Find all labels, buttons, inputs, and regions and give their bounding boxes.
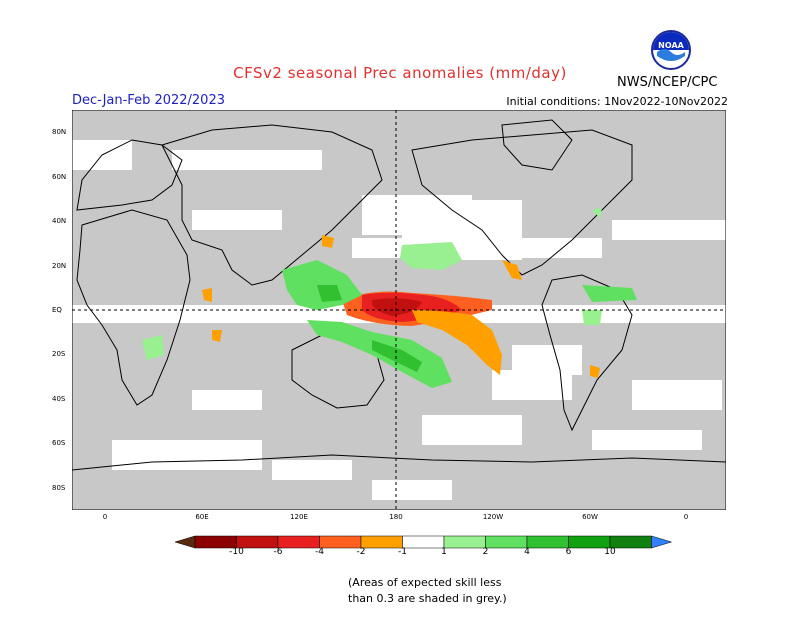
legend-tick-label: 1 (441, 547, 447, 557)
logo-text: NOAA (658, 41, 684, 50)
skill-note-line2: than 0.3 are shaded in grey.) (348, 592, 507, 605)
asia-coast (161, 124, 383, 286)
lat-label-60n: 60N (52, 173, 67, 181)
organization-label: NWS/NCEP/CPC (617, 75, 718, 90)
legend-tick-label: 6 (565, 547, 572, 557)
lat-label-40s: 40S (52, 395, 66, 403)
legend-tick-label: -2 (356, 547, 366, 557)
color-legend (174, 535, 673, 549)
lon-label-0: 0 (102, 513, 108, 521)
anomaly-patches (142, 208, 637, 388)
legend-swatch (485, 535, 528, 549)
antarctica-coast (72, 454, 726, 471)
legend-tick-label: -6 (273, 547, 283, 557)
coastlines (72, 119, 726, 471)
lon-label-180: 180 (389, 513, 403, 521)
legend-arrow-left (174, 535, 196, 549)
noaa-logo-icon: NOAA (651, 30, 691, 70)
legend-swatch (319, 535, 362, 549)
legend-swatch (526, 535, 569, 549)
legend-swatch (360, 535, 403, 549)
legend-arrow-right (651, 535, 673, 549)
legend-tick-label: 2 (482, 547, 489, 557)
lon-label-60e: 60E (195, 513, 209, 521)
world-map (72, 110, 726, 510)
skill-note-line1: (Areas of expected skill less (348, 576, 502, 589)
legend-tick-label: -1 (398, 547, 407, 557)
lon-label-120w: 120W (482, 513, 504, 521)
lon-label-60w: 60W (582, 513, 598, 521)
map-title: CFSv2 seasonal Prec anomalies (mm/day) (233, 64, 567, 82)
legend-swatch (277, 535, 320, 549)
lat-label-80s: 80S (52, 484, 66, 492)
lat-label-60s: 60S (52, 439, 66, 447)
lat-label-40n: 40N (52, 217, 67, 225)
lon-label-0-east: 0 (683, 513, 689, 521)
legend-swatch (443, 535, 486, 549)
initial-conditions: Initial conditions: 1Nov2022-10Nov2022 (506, 95, 728, 108)
forecast-period: Dec-Jan-Feb 2022/2023 (72, 93, 225, 108)
lat-label-20s: 20S (52, 350, 66, 358)
lat-label-80n: 80N (52, 128, 67, 136)
legend-swatch (402, 535, 445, 549)
north-america-coast (411, 129, 633, 276)
legend-swatch (609, 535, 652, 549)
legend-tick-label: -10 (229, 547, 244, 557)
skill-note: (Areas of expected skill less than 0.3 a… (348, 575, 507, 607)
legend-tick-label: -4 (315, 547, 324, 557)
lon-label-120e: 120E (290, 513, 308, 521)
lat-label-eq: EQ (52, 306, 62, 314)
legend-tick-label: 4 (524, 547, 530, 557)
europe-coast (76, 139, 183, 211)
greenland-coast (501, 119, 573, 171)
legend-tick-label: 10 (604, 547, 616, 557)
africa-coast (76, 209, 191, 406)
lat-label-20n: 20N (52, 262, 67, 270)
